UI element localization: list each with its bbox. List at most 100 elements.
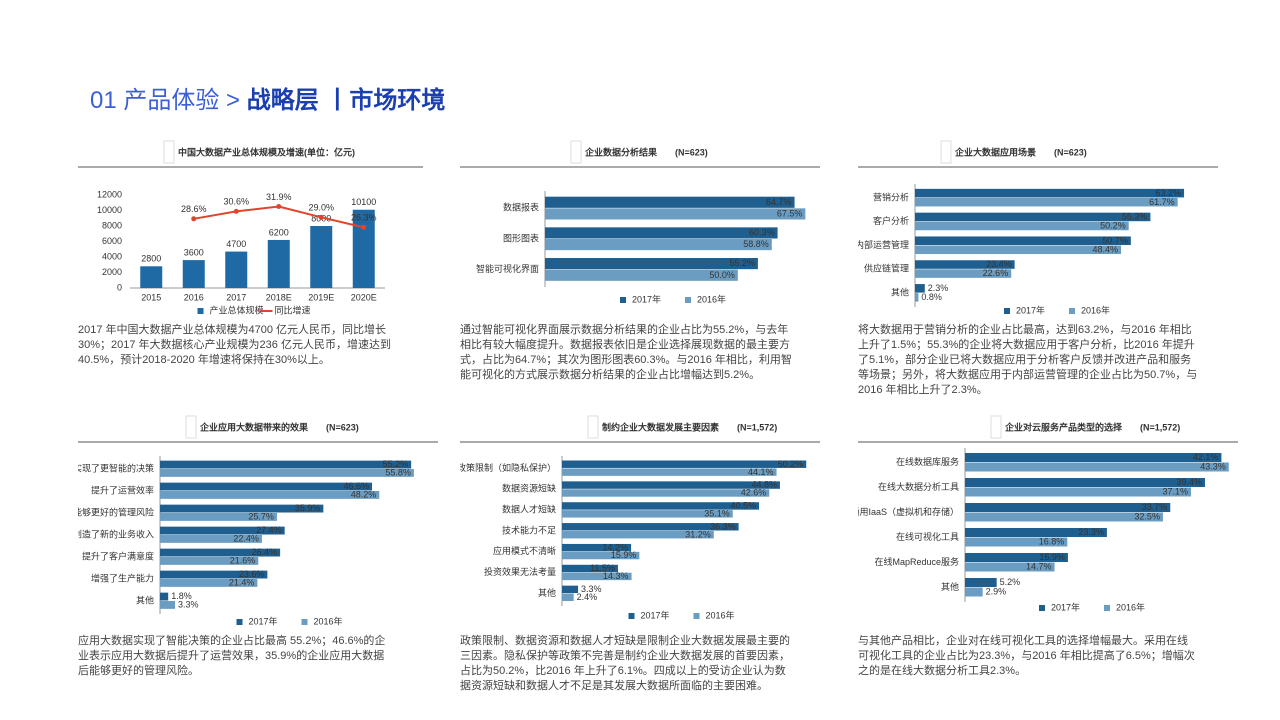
data-label: 23.3% bbox=[1078, 527, 1104, 537]
y-tick-label: 12000 bbox=[97, 189, 122, 199]
data-label: 25.7% bbox=[248, 512, 274, 522]
legend-swatch bbox=[620, 297, 626, 303]
data-label: 22.4% bbox=[233, 534, 259, 544]
legend-label: 2017年 bbox=[1016, 304, 1045, 315]
category-label: 客户分析 bbox=[873, 215, 909, 226]
bar bbox=[225, 251, 248, 288]
chart-title: 制约企业大数据发展主要因素 bbox=[602, 421, 719, 432]
separator: > bbox=[226, 87, 241, 114]
legend-label: 2017年 bbox=[632, 293, 661, 304]
data-label: 3.3% bbox=[581, 584, 602, 594]
data-label: 48.2% bbox=[351, 490, 377, 500]
chart-subtitle: (N=623) bbox=[675, 147, 708, 157]
caption: 应用大数据实现了智能决策的企业占比最高 55.2%；46.6%的企业表示应用大数… bbox=[78, 635, 386, 677]
category-label: 实现了更智能的决策 bbox=[78, 462, 154, 473]
bar bbox=[182, 260, 205, 288]
data-label: 44.1% bbox=[748, 467, 774, 477]
data-label: 30.6% bbox=[223, 197, 249, 207]
bar bbox=[160, 601, 176, 609]
x-tick-label: 2019E bbox=[308, 292, 334, 302]
bar bbox=[160, 482, 373, 491]
category-label: 应用模式不清晰 bbox=[493, 545, 556, 556]
category-label: 数据人才短缺 bbox=[502, 504, 556, 515]
legend-label: 2016年 bbox=[1081, 304, 1110, 315]
y-tick-label: 10000 bbox=[97, 205, 122, 215]
data-label: 28.6% bbox=[181, 204, 207, 214]
data-label: 50.2% bbox=[1100, 221, 1126, 231]
bar bbox=[562, 585, 579, 594]
category-label: 政策限制（如隐私保护） bbox=[460, 462, 556, 473]
data-label: 55.8% bbox=[385, 468, 411, 478]
bar bbox=[160, 504, 324, 513]
data-label: 14.2% bbox=[603, 542, 629, 552]
y-tick-label: 4000 bbox=[102, 251, 122, 261]
title: 战略层 bbox=[246, 87, 319, 114]
caption: 与其他产品相比，企业对在线可视化工具的选择增幅最大。采用在线可视化工具的企业占比… bbox=[858, 635, 1195, 677]
data-label: 50.7% bbox=[1102, 235, 1128, 245]
bar bbox=[915, 284, 925, 293]
bar bbox=[562, 593, 574, 601]
bar bbox=[545, 258, 758, 270]
data-label: 4700 bbox=[226, 239, 246, 249]
bar bbox=[965, 528, 1107, 537]
bar bbox=[562, 502, 760, 510]
category-label: 图形图表 bbox=[503, 232, 539, 243]
bar bbox=[545, 269, 738, 281]
data-label: 2800 bbox=[141, 254, 161, 264]
data-label: 16.9% bbox=[1039, 552, 1065, 562]
bar bbox=[965, 587, 983, 597]
caption: 2017 年中国大数据产业总体规模为4700 亿元人民币，同比增长30%；201… bbox=[78, 324, 391, 366]
category-label: 增强了生产能力 bbox=[91, 572, 154, 583]
bar bbox=[160, 460, 412, 469]
header: 01 产品体验 > 战略层 丨市场环境 bbox=[90, 80, 445, 115]
bar bbox=[562, 481, 780, 489]
bar bbox=[352, 209, 375, 288]
category-label: 在线大数据分析工具 bbox=[878, 481, 959, 492]
data-label: 21.4% bbox=[229, 578, 255, 588]
chart-title: 企业大数据应用场景 bbox=[954, 146, 1036, 157]
bar bbox=[562, 468, 777, 476]
bar bbox=[160, 526, 285, 535]
legend-swatch bbox=[1004, 308, 1010, 314]
data-label: 23.4% bbox=[986, 259, 1012, 269]
data-label: 46.6% bbox=[343, 481, 369, 491]
legend-label: 2016年 bbox=[706, 609, 735, 620]
bar bbox=[965, 512, 1163, 522]
bar bbox=[915, 293, 919, 302]
data-label: 42.1% bbox=[1193, 452, 1219, 462]
chart-subtitle: (N=1,572) bbox=[737, 422, 777, 432]
category-label: 能够更好的管理风险 bbox=[78, 506, 154, 517]
legend-label: 2016年 bbox=[697, 293, 726, 304]
legend-swatch bbox=[301, 619, 308, 625]
bar bbox=[965, 487, 1191, 497]
legend-label: 2016年 bbox=[314, 615, 343, 626]
bar bbox=[545, 239, 772, 251]
category-label: 提升了客户满意度 bbox=[82, 550, 154, 561]
bar bbox=[915, 260, 1015, 269]
legend-label: 2016年 bbox=[1116, 601, 1145, 612]
bar bbox=[915, 197, 1178, 207]
bar bbox=[160, 469, 414, 477]
title-box bbox=[940, 140, 952, 164]
data-label: 42.6% bbox=[741, 488, 767, 498]
data-label: 35.1% bbox=[704, 508, 730, 518]
data-label: 14.7% bbox=[1026, 562, 1052, 572]
legend-swatch bbox=[693, 613, 700, 619]
bar bbox=[267, 239, 290, 288]
caption: 通过智能可视化界面展示数据分析结果的企业占比为55.2%，与去年相比有较大幅度提… bbox=[460, 324, 792, 381]
bar bbox=[965, 578, 997, 587]
x-tick-label: 2020E bbox=[351, 292, 377, 302]
data-label: 35.9% bbox=[295, 503, 321, 513]
category-label: 创造了新的业务收入 bbox=[78, 528, 154, 539]
data-label: 31.2% bbox=[685, 529, 711, 539]
category-label: 在线MapReduce服务 bbox=[874, 556, 959, 567]
category-label: 供应链管理 bbox=[864, 263, 909, 274]
title-box bbox=[185, 415, 197, 439]
bar bbox=[562, 489, 770, 497]
data-label: 55.3% bbox=[1122, 212, 1148, 222]
data-label: 6200 bbox=[269, 227, 289, 237]
point bbox=[318, 214, 324, 220]
data-label: 16.8% bbox=[1039, 537, 1065, 547]
data-label: 33.7% bbox=[1142, 502, 1168, 512]
